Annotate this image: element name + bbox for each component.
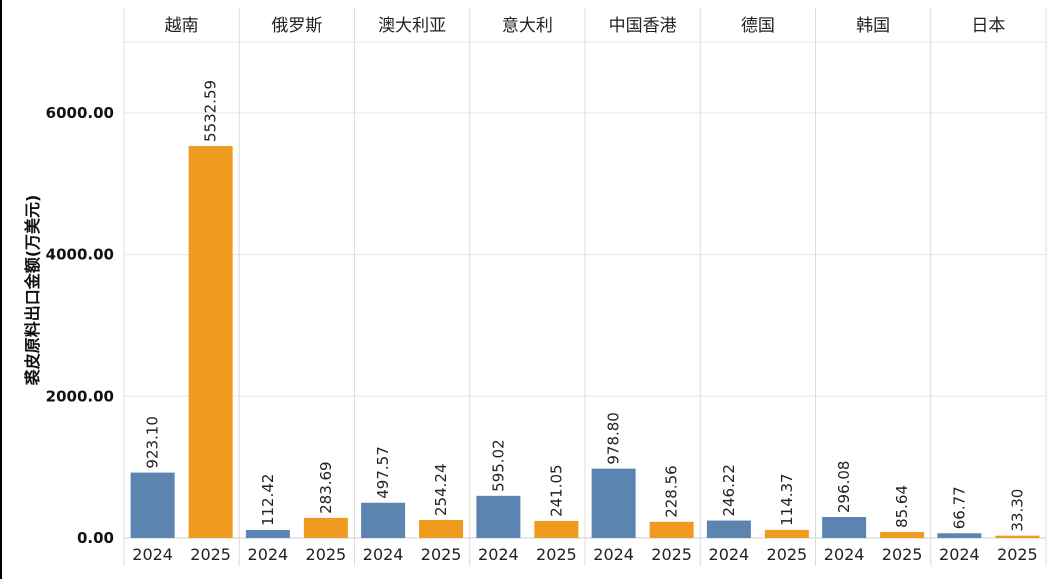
bar — [591, 468, 636, 538]
value-label: 33.30 — [1008, 489, 1026, 532]
bar — [649, 521, 694, 538]
value-label: 241.05 — [547, 464, 565, 517]
y-tick-label: 0.00 — [77, 529, 114, 547]
x-axis: 2024 2025 2024 2025 2024 2025 2024 2025 2024 2025… — [132, 545, 1037, 564]
category-label: 俄罗斯 — [271, 16, 322, 36]
value-label: 595.02 — [489, 439, 507, 492]
bar — [706, 520, 751, 538]
y-axis-title: 裘皮原料出口金额(万美元) — [23, 195, 42, 387]
value-label: 923.10 — [144, 416, 162, 469]
category-label: 中国香港 — [609, 16, 677, 36]
bar — [245, 530, 290, 538]
x-tick-label: 2025 — [882, 545, 923, 564]
value-label: 254.24 — [432, 463, 450, 516]
y-tick-label: 4000.00 — [46, 246, 114, 264]
y-axis: 裘皮原料出口金额(万美元) 0.00 2000.00 4000.00 6000.00 — [23, 104, 114, 547]
category-label: 日本 — [971, 16, 1005, 36]
x-tick-label: 2024 — [824, 545, 865, 564]
bar — [419, 519, 464, 538]
value-label: 85.64 — [893, 485, 911, 528]
value-label: 246.22 — [720, 464, 738, 517]
bar — [937, 533, 982, 538]
category-label: 越南 — [165, 16, 199, 36]
x-tick-label: 2025 — [651, 545, 692, 564]
y-tick-label: 6000.00 — [46, 104, 114, 122]
value-label: 296.08 — [835, 461, 853, 514]
category-label: 德国 — [741, 16, 775, 36]
bar — [130, 472, 175, 538]
value-labels: 923.10 5532.59 112.42 283.69 497.57 254.24 595… — [144, 80, 1027, 532]
bar — [764, 529, 809, 538]
bar — [476, 495, 521, 538]
x-tick-label: 2024 — [709, 545, 750, 564]
x-tick-label: 2024 — [248, 545, 289, 564]
bar — [361, 502, 406, 538]
x-tick-label: 2025 — [767, 545, 808, 564]
y-tick-label: 2000.00 — [46, 387, 114, 405]
bar — [534, 520, 579, 538]
x-tick-label: 2025 — [997, 545, 1038, 564]
x-tick-label: 2024 — [478, 545, 519, 564]
bars — [130, 145, 1040, 538]
category-label: 意大利 — [502, 16, 553, 36]
bar — [303, 517, 348, 538]
value-label: 978.80 — [605, 412, 623, 465]
x-tick-label: 2025 — [421, 545, 462, 564]
x-tick-label: 2024 — [363, 545, 404, 564]
frame-left-border — [0, 0, 2, 579]
x-tick-label: 2024 — [593, 545, 634, 564]
bar — [188, 145, 233, 538]
x-tick-label: 2024 — [132, 545, 173, 564]
x-tick-label: 2024 — [939, 545, 980, 564]
x-tick-label: 2025 — [190, 545, 231, 564]
value-label: 283.69 — [317, 461, 335, 514]
bar — [880, 531, 925, 538]
value-label: 114.37 — [778, 473, 796, 526]
category-label: 澳大利亚 — [378, 16, 446, 36]
value-label: 5532.59 — [202, 80, 220, 142]
bar — [822, 517, 867, 538]
category-label: 韩国 — [856, 16, 890, 36]
x-tick-label: 2025 — [306, 545, 347, 564]
value-label: 112.42 — [259, 474, 277, 527]
value-label: 228.56 — [663, 465, 681, 518]
category-header: 越南 俄罗斯 澳大利亚 意大利 中国香港 德国 韩国 日本 — [165, 16, 1006, 36]
value-label: 497.57 — [374, 446, 392, 499]
bar — [995, 535, 1040, 538]
x-tick-label: 2025 — [536, 545, 577, 564]
value-label: 66.77 — [950, 486, 968, 529]
